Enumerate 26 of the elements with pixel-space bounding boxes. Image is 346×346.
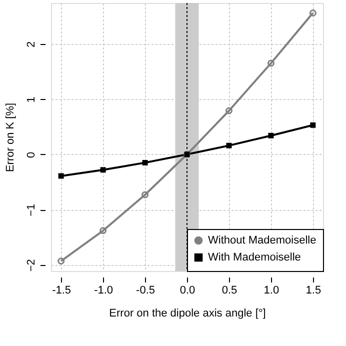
point	[58, 173, 64, 179]
x-tick-label: 0.5	[222, 284, 238, 296]
point	[142, 191, 149, 198]
point	[267, 60, 274, 67]
legend-label: With Mademoiselle	[208, 252, 301, 264]
point	[100, 167, 106, 173]
y-tick-label: −2	[26, 259, 38, 272]
x-tick-label: 0.0	[180, 284, 196, 296]
point	[310, 122, 316, 128]
point	[225, 107, 232, 114]
x-axis-title: Error on the dipole axis angle [°]	[109, 308, 266, 320]
legend-label: Without Mademoiselle	[208, 234, 316, 246]
point	[268, 132, 274, 138]
y-tick-label: 1	[26, 96, 38, 103]
y-tick-label: 2	[26, 41, 38, 48]
x-tick-label: -1.5	[52, 284, 72, 296]
point	[142, 160, 148, 166]
x-tick-label: 1.5	[306, 284, 322, 296]
y-axis-title: Error on K [%]	[4, 102, 16, 172]
point	[100, 227, 107, 234]
y-tick-label: −1	[26, 204, 38, 216]
x-tick-label: -1.0	[94, 284, 114, 296]
y-tick-label: 0	[26, 152, 38, 158]
x-tick-label: 1.0	[264, 284, 280, 296]
x-tick-label: -0.5	[136, 284, 156, 296]
point	[226, 142, 232, 148]
